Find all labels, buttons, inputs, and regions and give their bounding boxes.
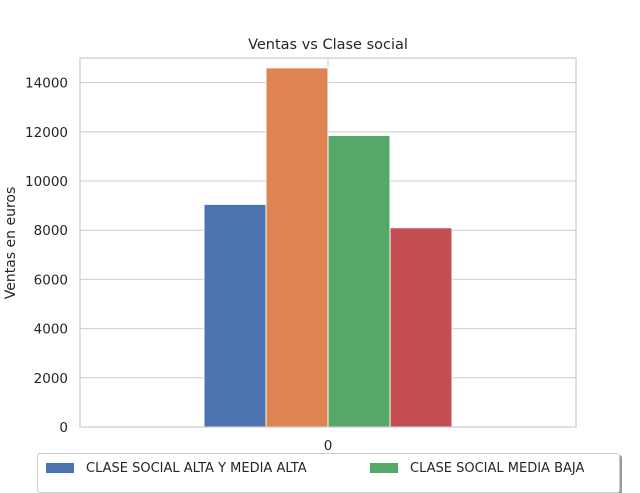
y-axis-label: Ventas en euros xyxy=(3,187,19,300)
y-tick-label: 4000 xyxy=(34,322,68,338)
y-tick-label: 14000 xyxy=(25,76,68,92)
plot-frame xyxy=(79,57,577,428)
legend-label-media-baja: CLASE SOCIAL MEDIA BAJA xyxy=(410,460,585,476)
bar xyxy=(203,203,267,428)
y-tick-label: 6000 xyxy=(34,272,68,288)
bar-chart: 0 2000 4000 6000 8000 10000 12000 14000 0 Venta… xyxy=(3,37,577,454)
bar xyxy=(389,227,453,428)
legend-label-alta: CLASE SOCIAL ALTA Y MEDIA ALTA xyxy=(86,460,307,476)
legend-swatch-media-baja xyxy=(370,463,398,473)
y-tick-labels: 0 2000 4000 6000 8000 10000 12000 14000 xyxy=(25,76,68,436)
bar xyxy=(265,67,329,428)
x-tick-labels: 0 xyxy=(324,438,333,454)
y-tick-label: 0 xyxy=(59,420,68,436)
y-tick-label: 8000 xyxy=(34,223,68,239)
x-tick-label: 0 xyxy=(324,438,333,454)
legend-item-media-baja: CLASE SOCIAL MEDIA BAJA xyxy=(370,460,584,476)
legend: CLASE SOCIAL ALTA Y MEDIA ALTA CLASE SOC… xyxy=(37,453,620,493)
legend-swatch-alta xyxy=(46,463,74,473)
chart-title: Ventas vs Clase social xyxy=(248,37,408,53)
legend-item-alta: CLASE SOCIAL ALTA Y MEDIA ALTA xyxy=(46,460,307,476)
y-tick-label: 2000 xyxy=(34,371,68,387)
y-tick-label: 12000 xyxy=(25,125,68,141)
y-tick-label: 10000 xyxy=(25,174,68,190)
bars xyxy=(203,67,453,428)
bar xyxy=(327,134,391,428)
